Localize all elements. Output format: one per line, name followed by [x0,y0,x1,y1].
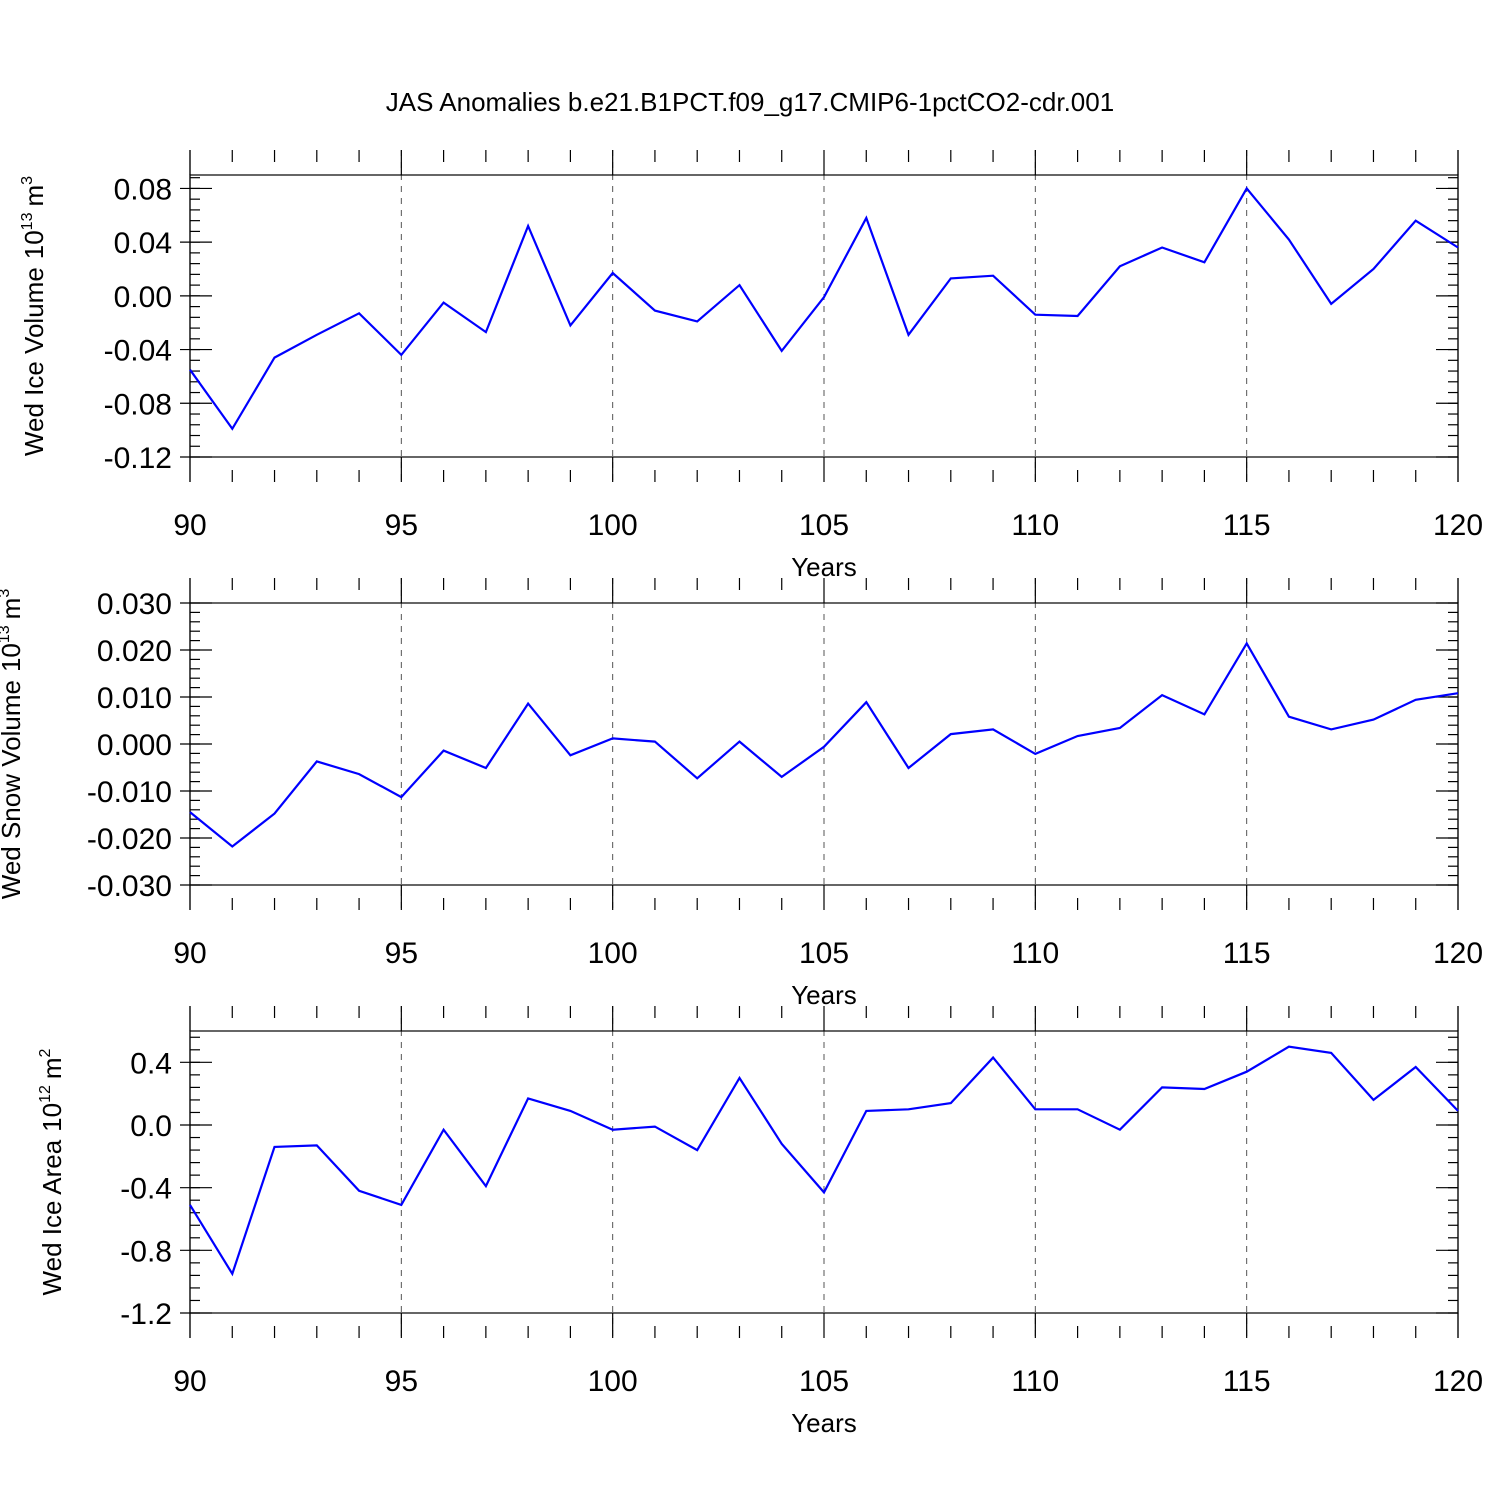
y-axis-unit-var: m [0,598,26,620]
x-tick-label: 115 [1223,1365,1271,1398]
x-tick-label: 110 [1011,937,1059,970]
snow-volume-line [189,641,1459,848]
y-axis-label-text: Wed Snow Volume [0,680,26,899]
y-tick-label: -0.12 [104,442,172,475]
y-tick-label: 0.08 [114,173,172,206]
x-tick-label: 95 [385,1365,418,1398]
panel-ice-volume: 0.08 0.04 0.00 -0.04 -0.08 -0.12 90 95 100 105 110… [19,150,1483,582]
y-tick-label: 0.010 [97,682,172,715]
x-tick-label: 105 [799,937,849,970]
y-axis-label: Wed Snow Volume 1013 m3 [0,589,26,900]
y-axis-unit-var-exp: 3 [0,589,13,598]
x-tick-label: 90 [173,937,206,970]
y-axis-unit-var-exp: 2 [37,1048,54,1057]
y-tick-label: -0.010 [87,776,172,809]
x-tick-label: 110 [1011,509,1059,542]
figure-title: JAS Anomalies b.e21.B1PCT.f09_g17.CMIP6-… [386,87,1114,117]
y-tick-label: -0.4 [120,1173,172,1206]
y-tick-label: -0.08 [104,388,172,421]
x-tick-label: 110 [1011,1365,1059,1398]
y-axis-unit-exp: 13 [19,212,36,230]
y-tick-label: 0.000 [97,729,172,762]
y-tick-label: 0.0 [130,1110,172,1143]
y-tick-label: -0.020 [87,823,172,856]
x-tick-label: 105 [799,509,849,542]
y-axis-unit-var: m [19,185,49,207]
y-axis-unit-var: m [37,1057,67,1079]
y-axis-label: Wed Ice Area 1012 m2 [37,1048,67,1295]
x-axis-label: Years [791,1408,857,1438]
x-axis-label: Years [791,552,857,582]
y-axis-label-text: Wed Ice Area [37,1139,67,1295]
x-tick-label: 120 [1433,937,1483,970]
panel-snow-volume: 0.030 0.020 0.010 0.000 -0.010 -0.020 -0.030 90… [0,578,1483,1010]
y-axis-unit-var-exp: 3 [19,176,36,185]
y-tick-label: 0.00 [114,281,172,314]
ice-volume-line [189,186,1459,431]
x-tick-label: 105 [799,1365,849,1398]
x-tick-label: 95 [385,509,418,542]
y-tick-label: -0.030 [87,870,172,903]
y-axis-unit-base: 10 [37,1103,67,1132]
y-tick-label: 0.4 [130,1047,172,1080]
ice-area-line [189,1045,1459,1277]
y-tick-label: -0.8 [120,1235,172,1268]
x-tick-label: 100 [588,937,638,970]
x-tick-label: 120 [1433,1365,1483,1398]
x-axis-label: Years [791,980,857,1010]
x-tick-label: 100 [588,509,638,542]
y-tick-label: -0.04 [104,335,172,368]
y-tick-label: 0.020 [97,635,172,668]
x-tick-label: 90 [173,1365,206,1398]
y-axis-unit-exp: 13 [0,625,13,643]
x-tick-label: 120 [1433,509,1483,542]
panel-ice-area: 0.4 0.0 -0.4 -0.8 -1.2 90 95 100 105 110 115 120 Ye… [37,1006,1483,1438]
x-tick-label: 115 [1223,937,1271,970]
y-tick-label: 0.04 [114,227,172,260]
y-axis-unit-exp: 12 [37,1085,54,1103]
y-tick-label: -1.2 [120,1298,172,1331]
x-tick-label: 115 [1223,509,1271,542]
y-axis-label-text: Wed Ice Volume [19,267,49,456]
x-tick-label: 95 [385,937,418,970]
y-tick-label: 0.030 [97,588,172,621]
y-axis-label: Wed Ice Volume 1013 m3 [19,176,49,456]
y-axis-unit-base: 10 [0,643,26,672]
x-tick-label: 100 [588,1365,638,1398]
x-tick-label: 90 [173,509,206,542]
y-axis-unit-base: 10 [19,230,49,259]
